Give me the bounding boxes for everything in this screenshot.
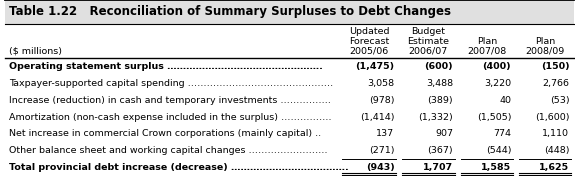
Text: Taxpayer-supported capital spending ……………………………………….: Taxpayer-supported capital spending …………… [9,79,333,88]
Text: Amortization (non-cash expense included in the surplus) …………….: Amortization (non-cash expense included … [9,112,332,122]
Text: Forecast: Forecast [349,37,389,46]
Text: (1,414): (1,414) [360,112,394,122]
Text: 3,220: 3,220 [484,79,511,88]
Text: 907: 907 [435,129,453,138]
Text: (1,332): (1,332) [419,112,453,122]
Text: 2007/08: 2007/08 [467,47,507,56]
Text: Plan: Plan [477,37,497,46]
Text: 40: 40 [499,96,511,105]
Text: 2005/06: 2005/06 [350,47,389,56]
Text: (544): (544) [486,146,511,155]
Text: (600): (600) [424,62,453,71]
Text: Operating statement surplus ………………………………………….: Operating statement surplus ………………………………… [9,62,323,71]
Text: (978): (978) [369,96,394,105]
Text: (53): (53) [550,96,569,105]
Text: 137: 137 [377,129,394,138]
Text: 1,585: 1,585 [481,163,511,172]
Text: 2006/07: 2006/07 [409,47,448,56]
Text: 2008/09: 2008/09 [525,47,565,56]
Text: Table 1.22   Reconciliation of Summary Surpluses to Debt Changes: Table 1.22 Reconciliation of Summary Sur… [9,5,451,18]
Text: Increase (reduction) in cash and temporary investments …………….: Increase (reduction) in cash and tempora… [9,96,331,105]
Text: 1,707: 1,707 [423,163,453,172]
Text: (389): (389) [428,96,453,105]
Text: (448): (448) [544,146,569,155]
Text: 3,488: 3,488 [426,79,453,88]
Text: (1,475): (1,475) [355,62,394,71]
Text: (1,505): (1,505) [477,112,511,122]
Text: Updated: Updated [349,27,389,36]
Text: Budget: Budget [411,27,446,36]
Text: Net increase in commercial Crown corporations (mainly capital) ..: Net increase in commercial Crown corpora… [9,129,321,138]
Text: Estimate: Estimate [408,37,450,46]
Text: (943): (943) [366,163,394,172]
Text: Plan: Plan [535,37,555,46]
Text: Other balance sheet and working capital changes …………………….: Other balance sheet and working capital … [9,146,328,155]
Text: 1,110: 1,110 [542,129,569,138]
Text: (367): (367) [428,146,453,155]
Text: 3,058: 3,058 [367,79,394,88]
Text: (271): (271) [369,146,394,155]
Text: (1,600): (1,600) [535,112,569,122]
Text: (150): (150) [540,62,569,71]
Text: 1,625: 1,625 [539,163,569,172]
Text: (400): (400) [482,62,511,71]
Text: ($ millions): ($ millions) [9,47,62,56]
Text: 2,766: 2,766 [542,79,569,88]
Bar [5,0,574,24]
Text: 774: 774 [493,129,511,138]
Text: Total provincial debt increase (decrease) ……………………………….: Total provincial debt increase (decrease… [9,163,349,172]
